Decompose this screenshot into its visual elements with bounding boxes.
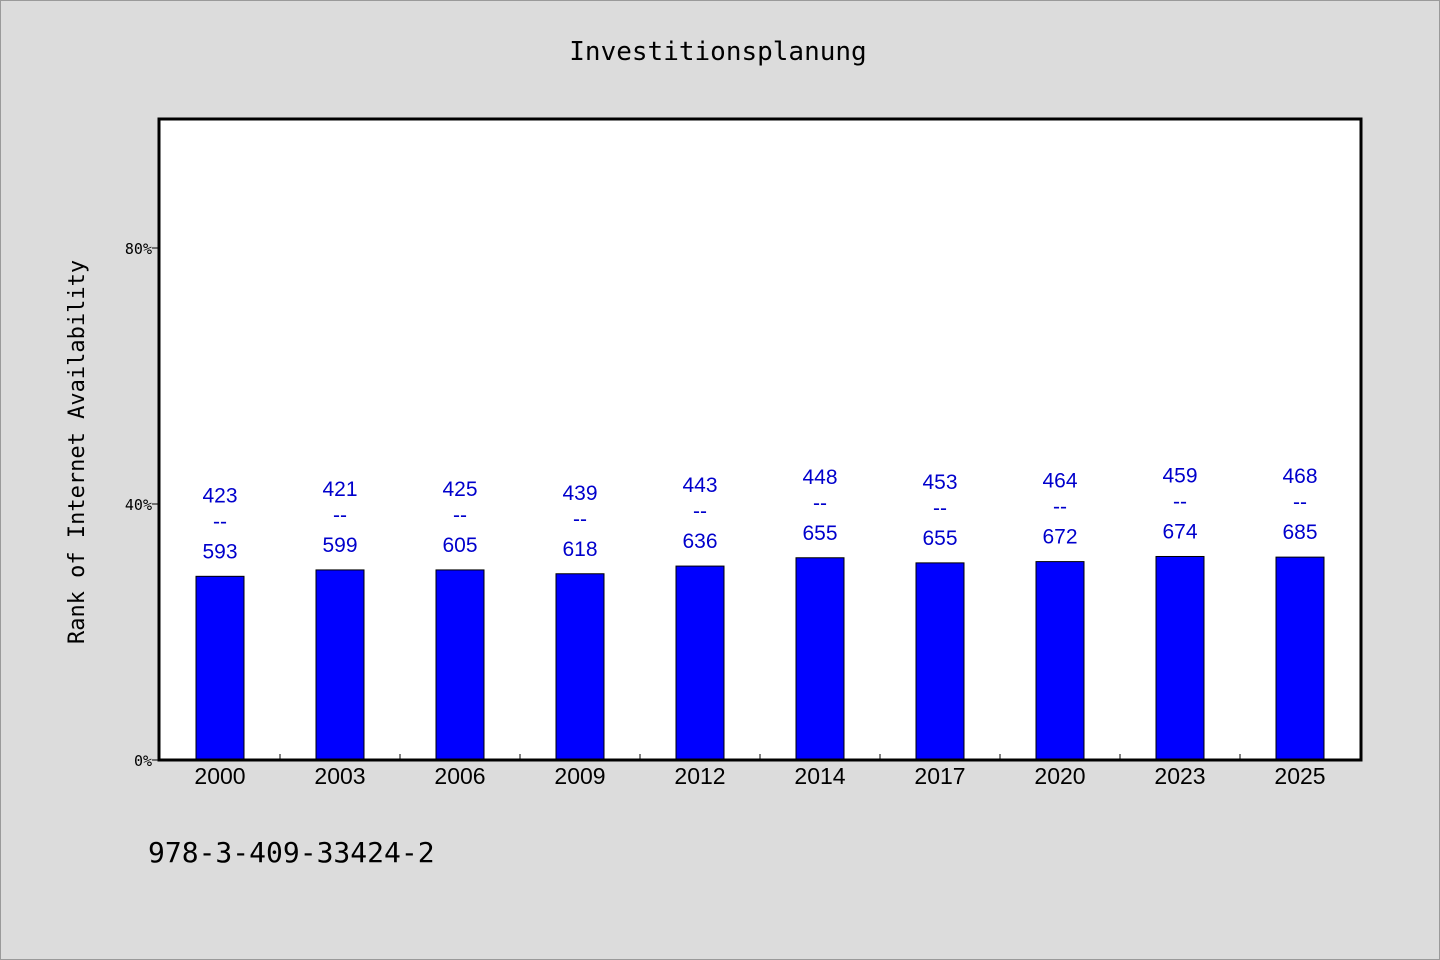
bar-2014 xyxy=(795,557,845,761)
data-label-top: 448 xyxy=(802,466,837,489)
x-tick-label: 2009 xyxy=(554,763,605,789)
bar-2023 xyxy=(1155,555,1205,761)
data-label-bottom: 674 xyxy=(1162,520,1197,543)
x-tick-label: 2023 xyxy=(1154,763,1205,789)
data-label-bottom: 655 xyxy=(922,527,957,550)
data-label-top: 439 xyxy=(562,482,597,505)
data-label-separator: -- xyxy=(453,504,467,527)
x-tick-label: 2000 xyxy=(194,763,245,789)
y-axis-label: Rank of Internet Availability xyxy=(65,260,90,644)
data-label-separator: -- xyxy=(1293,491,1307,514)
data-label-bottom: 655 xyxy=(802,522,837,545)
data-label-separator: -- xyxy=(1173,490,1187,513)
data-label-separator: -- xyxy=(333,504,347,527)
x-tick-label: 2006 xyxy=(434,763,485,789)
data-label-separator: -- xyxy=(213,510,227,533)
data-label-bottom: 636 xyxy=(682,530,717,553)
data-label-separator: -- xyxy=(933,497,947,520)
data-label-separator: -- xyxy=(813,492,827,515)
y-tick-label: 0% xyxy=(134,752,152,770)
data-label-top: 453 xyxy=(922,471,957,494)
footer-isbn: 978-3-409-33424-2 xyxy=(148,836,435,869)
x-tick-label: 2012 xyxy=(674,763,725,789)
x-tick-label: 2014 xyxy=(794,763,845,789)
bar-2025 xyxy=(1275,556,1325,761)
data-label-bottom: 672 xyxy=(1042,526,1077,549)
x-tick-label: 2025 xyxy=(1274,763,1325,789)
chart-title: Investitionsplanung xyxy=(569,37,866,67)
data-label-top: 443 xyxy=(682,474,717,497)
bar-2017 xyxy=(915,562,965,761)
data-labels-layer: 423 -- 593 421 -- 599 425 -- 605 439 -- 618 443 -- 636… xyxy=(202,464,1317,563)
bar-2003 xyxy=(315,569,365,761)
bar-2000 xyxy=(195,575,245,761)
data-label-bottom: 605 xyxy=(442,534,477,557)
data-label-separator: -- xyxy=(573,508,587,531)
axis-ticks-layer: 2000 2003 2006 2009 2012 2014 2017 2020 2023 2025… xyxy=(125,240,1326,789)
plot-border xyxy=(157,117,1363,762)
data-label-top: 468 xyxy=(1282,465,1317,488)
data-label-bottom: 599 xyxy=(322,534,357,557)
bar-2006 xyxy=(435,569,485,761)
data-label-bottom: 618 xyxy=(562,538,597,561)
bar-2020 xyxy=(1035,561,1085,761)
data-label-top: 464 xyxy=(1042,470,1077,493)
bars-layer xyxy=(195,555,1325,761)
data-label-separator: -- xyxy=(1053,496,1067,519)
bar-2009 xyxy=(555,573,605,761)
data-label-bottom: 593 xyxy=(202,540,237,563)
data-label-top: 459 xyxy=(1162,464,1197,487)
bar-2012 xyxy=(675,565,725,761)
y-tick-label: 40% xyxy=(125,496,152,514)
data-label-bottom: 685 xyxy=(1282,521,1317,544)
x-tick-label: 2020 xyxy=(1034,763,1085,789)
data-label-separator: -- xyxy=(693,500,707,523)
x-tick-label: 2017 xyxy=(914,763,965,789)
data-label-top: 425 xyxy=(442,478,477,501)
y-tick-label: 80% xyxy=(125,240,152,258)
x-tick-label: 2003 xyxy=(314,763,365,789)
data-label-top: 423 xyxy=(202,484,237,507)
data-label-top: 421 xyxy=(322,478,357,501)
